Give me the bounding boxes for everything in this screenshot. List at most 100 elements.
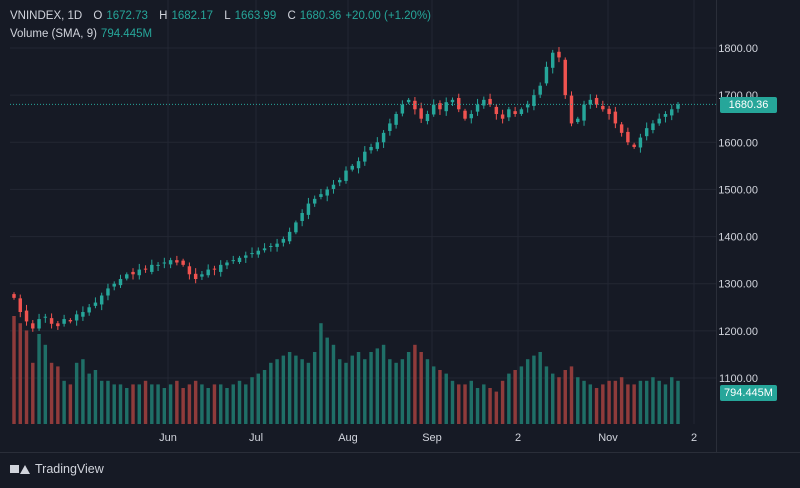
candle-body (538, 85, 542, 95)
candle-body (193, 273, 198, 279)
volume-bar (168, 384, 173, 424)
candle-body (500, 114, 505, 119)
volume-bar (18, 323, 22, 424)
candle-body (281, 238, 286, 243)
candle-body (644, 128, 649, 137)
candle-body (576, 118, 580, 123)
volume-bar (137, 384, 142, 424)
volume-bar (150, 384, 154, 424)
chart-legend: VNINDEX, 1D O 1672.73 H 1682.17 L 1663.99 C… (10, 7, 431, 43)
volume-bar (37, 334, 41, 424)
volume-bar (550, 373, 555, 424)
volume-bar (118, 384, 123, 424)
volume-indicator-label[interactable]: Volume (SMA, 9) (10, 28, 97, 40)
volume-bar (200, 384, 204, 424)
high-value: 1682.17 (171, 10, 214, 22)
candle-body (619, 124, 624, 133)
change-value: +20.00 (+1.20%) (345, 10, 431, 22)
volume-bar (206, 388, 210, 424)
volume-bar (381, 344, 386, 424)
candle-body (375, 142, 380, 149)
volume-bar (469, 380, 474, 424)
volume-bar (237, 380, 242, 424)
volume-bar (676, 380, 680, 424)
volume-bar (331, 344, 336, 424)
candle-body (12, 294, 16, 298)
candle-body (607, 108, 611, 114)
candle-body (112, 283, 116, 287)
volume-bar (588, 384, 593, 424)
candle-body (200, 274, 204, 277)
candle-body (31, 323, 35, 329)
time-tick-label: 2 (691, 432, 697, 444)
volume-badge: 794.445M (720, 385, 777, 401)
candle-body (663, 114, 668, 117)
candle-body (544, 66, 549, 84)
candle-body (482, 99, 486, 106)
volume-bar (569, 366, 574, 424)
candle-body (494, 106, 499, 114)
volume-bar (369, 352, 373, 424)
candle-body (312, 198, 317, 204)
volume-bar (306, 362, 311, 424)
candle-body (626, 131, 630, 143)
volume-bar (244, 384, 248, 424)
volume-bar (300, 359, 304, 424)
volume-bar (193, 380, 198, 424)
volume-bar (657, 380, 661, 424)
candle-body (56, 323, 60, 327)
volume-bar (582, 380, 586, 424)
candle-body (294, 222, 298, 233)
candle-body (369, 147, 373, 151)
volume-bar (131, 384, 135, 424)
candle-body (74, 314, 79, 321)
volume-bar (450, 380, 455, 424)
volume-bar (325, 337, 329, 424)
low-value: 1663.99 (234, 10, 277, 22)
candle-body (394, 114, 398, 125)
candle-body (444, 102, 448, 112)
price-tick-label: 1100.00 (719, 373, 758, 385)
volume-bar (218, 384, 223, 424)
volume-bar (475, 388, 480, 424)
volume-bar (187, 384, 192, 424)
candle-body (225, 262, 229, 266)
candle-body (137, 269, 142, 276)
candle-body (563, 59, 567, 96)
volume-bar (106, 380, 110, 424)
volume-bar (256, 373, 261, 424)
candle-body (632, 144, 636, 147)
candle-body (231, 260, 235, 262)
volume-bar (31, 362, 35, 424)
candle-body (62, 319, 66, 324)
volume-bar (400, 359, 405, 424)
volume-bar (93, 370, 98, 424)
volume-bar (319, 323, 323, 424)
low-label: L (224, 10, 231, 22)
volume-bar (488, 388, 492, 424)
volume-bar (43, 344, 48, 424)
volume-bar (81, 359, 85, 424)
candle-body (413, 100, 417, 110)
close-value: 1680.36 (299, 10, 342, 22)
symbol-label[interactable]: VNINDEX, 1D (10, 10, 83, 22)
tradingview-branding[interactable]: TradingView (10, 462, 104, 476)
candle-body (338, 180, 342, 183)
open-value: 1672.73 (106, 10, 148, 22)
open-label: O (93, 10, 103, 22)
time-tick-label: Jun (159, 432, 177, 444)
candle-body (388, 123, 392, 131)
candle-body (400, 104, 405, 114)
volume-bar (181, 388, 185, 424)
candle-body (187, 266, 192, 275)
candle-body (569, 95, 574, 124)
candle-body (582, 104, 586, 121)
volume-bar (312, 352, 317, 424)
candle-body (131, 271, 135, 275)
candle-body (356, 161, 361, 169)
volume-bar (444, 373, 448, 424)
time-tick-label: Nov (598, 432, 618, 444)
candle-body (181, 260, 185, 265)
